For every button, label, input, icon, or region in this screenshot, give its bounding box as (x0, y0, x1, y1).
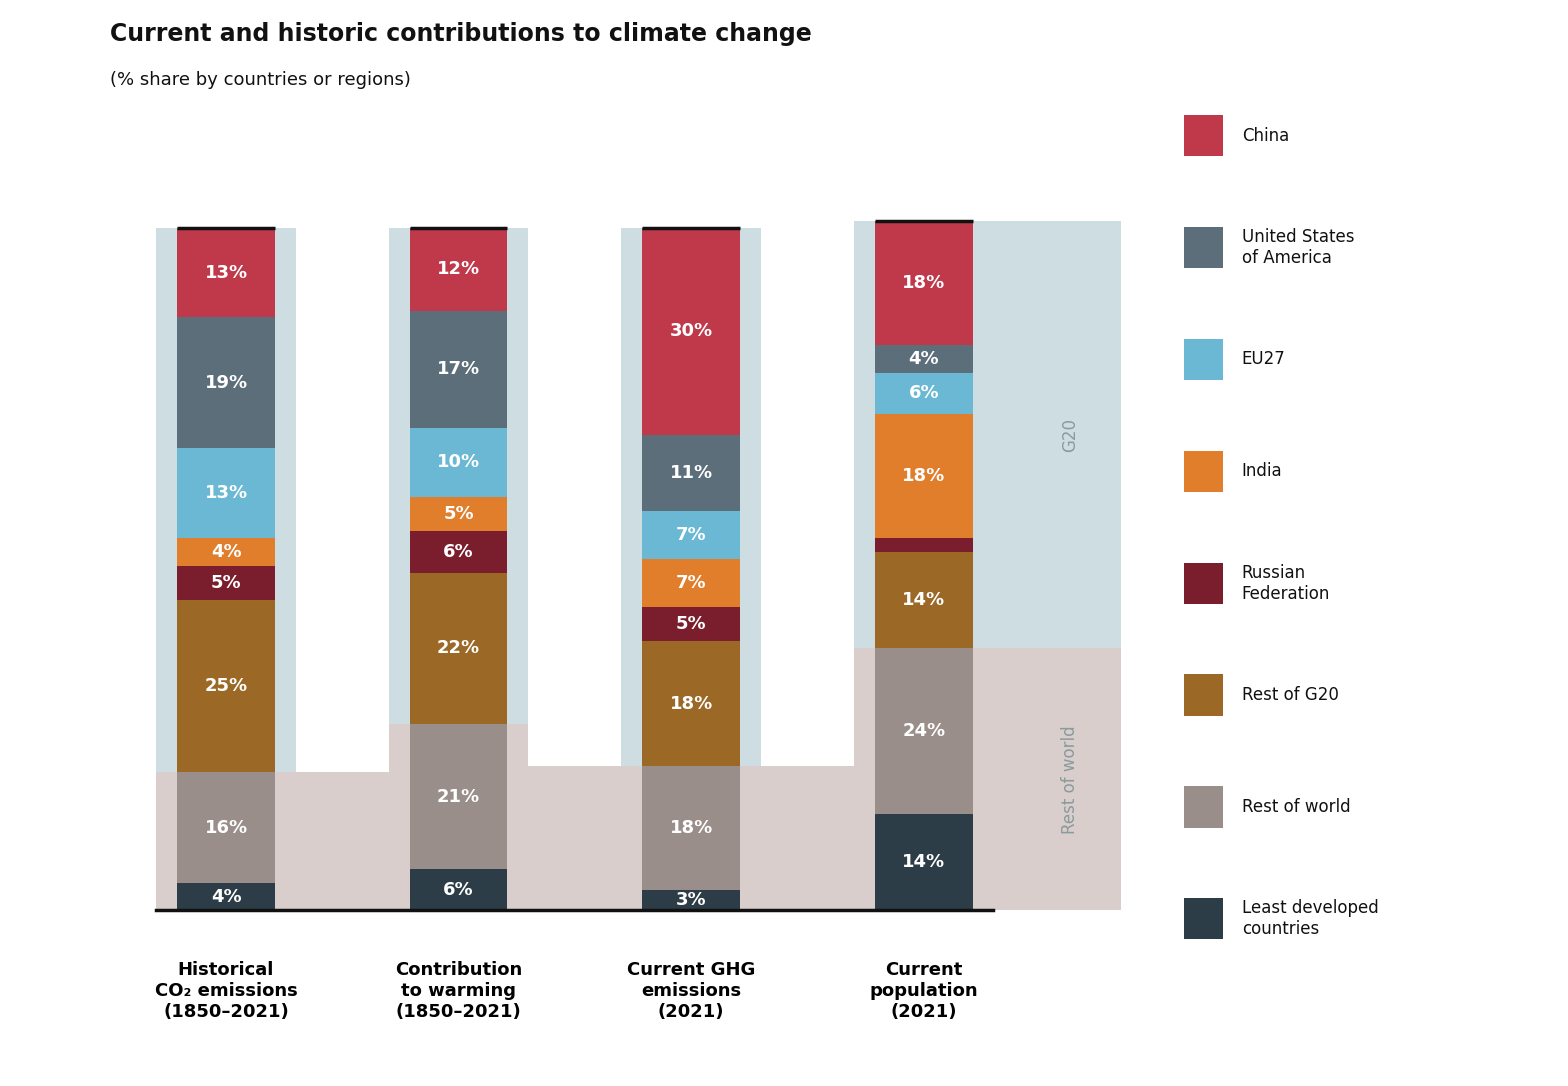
Text: 21%: 21% (437, 787, 480, 806)
Text: Rest of G20: Rest of G20 (1242, 686, 1339, 704)
Bar (409, 496, 508, 531)
Bar (157, 228, 296, 910)
Text: 25%: 25% (204, 678, 248, 695)
Bar (875, 538, 972, 552)
Text: 4%: 4% (908, 350, 939, 368)
Text: 6%: 6% (908, 384, 939, 402)
Text: 6%: 6% (444, 543, 474, 560)
Text: 13%: 13% (204, 264, 248, 281)
Text: 10%: 10% (437, 453, 480, 471)
Text: 7%: 7% (676, 526, 707, 544)
Bar (875, 220, 972, 345)
Bar (409, 311, 508, 428)
Bar (855, 648, 994, 910)
Text: 17%: 17% (437, 361, 480, 378)
Text: 7%: 7% (676, 573, 707, 592)
Bar (409, 572, 508, 724)
Bar (409, 724, 508, 869)
Bar (409, 428, 508, 496)
Bar (621, 228, 760, 910)
Text: 18%: 18% (902, 274, 946, 292)
Bar (296, 772, 389, 910)
Bar (875, 813, 972, 910)
Bar (875, 552, 972, 648)
Bar (643, 434, 740, 510)
Text: 4%: 4% (210, 543, 241, 560)
Bar (994, 648, 1121, 910)
Bar (643, 559, 740, 607)
Text: 14%: 14% (902, 854, 946, 871)
Bar (621, 766, 760, 910)
Text: 22%: 22% (437, 640, 480, 657)
Bar (177, 566, 274, 601)
Text: China: China (1242, 127, 1289, 144)
Bar (177, 772, 274, 883)
Bar (875, 648, 972, 813)
Bar (389, 724, 528, 910)
Text: Least developed
countries: Least developed countries (1242, 899, 1378, 938)
Bar (528, 766, 621, 910)
Bar (177, 601, 274, 772)
Bar (177, 228, 274, 317)
Text: 16%: 16% (204, 819, 248, 836)
Text: 11%: 11% (670, 464, 713, 481)
Text: 4%: 4% (210, 887, 241, 906)
Text: 5%: 5% (210, 573, 241, 592)
Bar (409, 228, 508, 311)
Text: 5%: 5% (444, 505, 474, 523)
Text: Rest of world: Rest of world (1062, 725, 1079, 834)
Bar (643, 766, 740, 889)
Text: 19%: 19% (204, 374, 248, 392)
Text: 18%: 18% (902, 467, 946, 485)
Bar (177, 883, 274, 910)
Text: 3%: 3% (676, 891, 707, 909)
Bar (875, 372, 972, 414)
Bar (643, 889, 740, 910)
Bar (643, 607, 740, 642)
Text: (% share by countries or regions): (% share by countries or regions) (110, 71, 411, 89)
Text: Rest of world: Rest of world (1242, 798, 1350, 816)
Text: 24%: 24% (902, 722, 946, 741)
Text: Current and historic contributions to climate change: Current and historic contributions to cl… (110, 22, 812, 46)
Bar (994, 220, 1121, 648)
Bar (643, 642, 740, 766)
Text: 5%: 5% (676, 616, 707, 633)
Bar (389, 228, 528, 910)
Text: 14%: 14% (902, 591, 946, 609)
Text: 12%: 12% (437, 261, 480, 278)
Bar (643, 510, 740, 559)
Bar (855, 220, 994, 910)
Bar (875, 414, 972, 538)
Bar (157, 772, 296, 910)
Text: 6%: 6% (444, 881, 474, 899)
Text: Russian
Federation: Russian Federation (1242, 564, 1330, 603)
Bar (177, 538, 274, 566)
Text: United States
of America: United States of America (1242, 228, 1355, 267)
Bar (177, 317, 274, 449)
Bar (409, 531, 508, 572)
Text: 18%: 18% (670, 695, 713, 712)
Bar (875, 345, 972, 372)
Text: India: India (1242, 463, 1283, 480)
Text: 13%: 13% (204, 484, 248, 503)
Bar (760, 766, 855, 910)
Text: 30%: 30% (670, 323, 713, 340)
Text: G20: G20 (1062, 418, 1079, 452)
Bar (643, 228, 740, 434)
Bar (177, 449, 274, 538)
Text: EU27: EU27 (1242, 351, 1286, 368)
Text: 18%: 18% (670, 819, 713, 836)
Bar (409, 869, 508, 910)
